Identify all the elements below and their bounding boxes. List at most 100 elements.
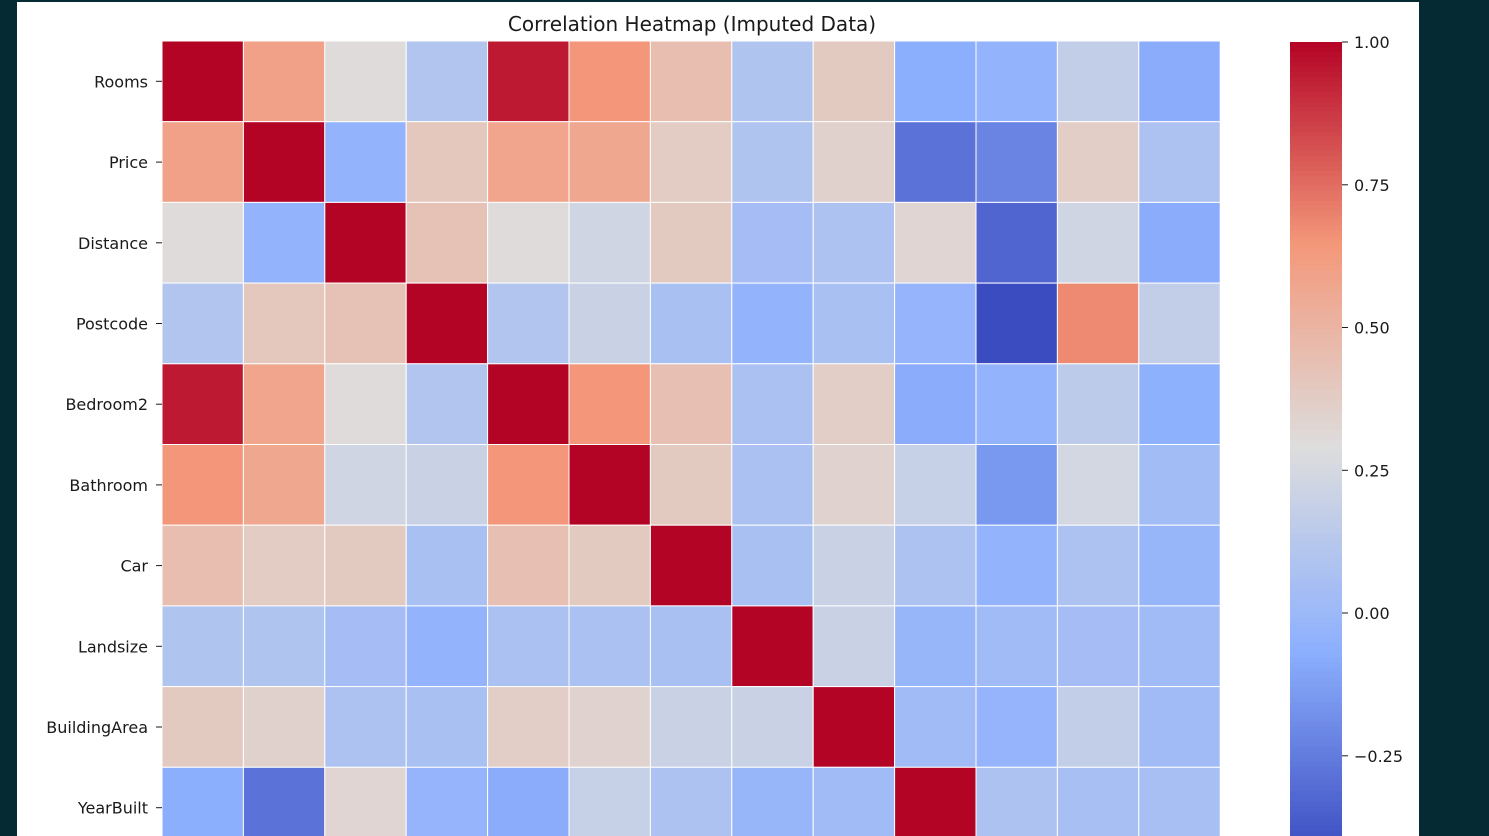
colorbar-segment [1290, 726, 1342, 733]
colorbar-segment [1290, 434, 1342, 440]
colorbar-segment [1290, 706, 1342, 713]
colorbar-segment [1290, 319, 1342, 326]
heatmap-cell [487, 201, 570, 284]
colorbar-segment [1290, 429, 1342, 435]
heatmap-cell [161, 766, 244, 836]
colorbar-segment [1290, 225, 1342, 232]
heatmap-cell [975, 40, 1058, 123]
heatmap-cells [161, 40, 1221, 836]
heatmap-cell [568, 605, 651, 688]
colorbar-segment [1290, 364, 1342, 371]
heatmap-cell [975, 282, 1058, 365]
heatmap-cell [405, 40, 489, 123]
colorbar-segment [1290, 106, 1342, 113]
colorbar-segment [1290, 468, 1342, 475]
heatmap-cell [975, 201, 1058, 284]
colorbar-segment [1290, 801, 1342, 807]
heatmap-cell [1138, 363, 1221, 445]
heatmap-cell [568, 201, 651, 284]
heatmap-cell [1056, 201, 1140, 284]
heatmap-cell [731, 605, 814, 688]
colorbar-segment [1290, 240, 1342, 247]
colorbar-segment [1290, 577, 1342, 584]
heatmap-cell [812, 363, 896, 445]
heatmap-cell [1138, 766, 1221, 836]
colorbar-segment [1290, 42, 1342, 48]
colorbar-segment [1290, 255, 1342, 261]
colorbar-segment [1290, 602, 1342, 609]
colorbar-segment [1290, 533, 1342, 539]
colorbar-segment [1290, 503, 1342, 510]
heatmap-cell [731, 524, 814, 607]
colorbar-segment [1290, 404, 1342, 410]
row-label: Price [109, 153, 148, 172]
heatmap-cell [1056, 605, 1140, 688]
colorbar-segment [1290, 821, 1342, 827]
heatmap-cell [649, 121, 733, 203]
colorbar-segment [1290, 394, 1342, 400]
heatmap-cell [894, 524, 977, 607]
heatmap-cell [812, 40, 896, 123]
colorbar-segment [1290, 399, 1342, 405]
heatmap-cell [242, 121, 326, 203]
heatmap-cell [1138, 524, 1221, 607]
colorbar-tick-label: 1.00 [1354, 33, 1390, 52]
heatmap-cell [975, 524, 1058, 607]
heatmap-cell [731, 363, 814, 445]
heatmap-cell [649, 363, 733, 445]
heatmap-cell [161, 201, 244, 284]
colorbar-segment [1290, 131, 1342, 137]
colorbar-segment [1290, 508, 1342, 515]
colorbar-segment [1290, 443, 1342, 450]
heatmap-chart: Correlation Heatmap (Imputed Data) Rooms… [46, 12, 1403, 836]
heatmap-cell [324, 766, 407, 836]
colorbar-segment [1290, 652, 1342, 658]
colorbar-segment [1290, 156, 1342, 162]
heatmap-cell [405, 605, 489, 688]
colorbar-segment [1290, 230, 1342, 237]
colorbar-segment [1290, 121, 1342, 127]
colorbar-segment [1290, 111, 1342, 118]
heatmap-cell [324, 363, 407, 445]
heatmap-cell [405, 686, 489, 768]
colorbar-segment [1290, 91, 1342, 98]
colorbar-segment [1290, 677, 1342, 683]
heatmap-cell [812, 201, 896, 284]
heatmap-cell [894, 282, 977, 365]
heatmap-cell [975, 605, 1058, 688]
heatmap-cell [324, 605, 407, 688]
heatmap-cell [1056, 524, 1140, 607]
heatmap-cell [324, 121, 407, 203]
colorbar-segment [1290, 86, 1342, 93]
colorbar-tick-label: 0.50 [1354, 319, 1390, 338]
heatmap-cell [324, 524, 407, 607]
heatmap-cell [731, 282, 814, 365]
heatmap-cell [1056, 444, 1140, 526]
colorbar-segment [1290, 245, 1342, 252]
colorbar-segment [1290, 136, 1342, 142]
heatmap-cell [568, 40, 651, 123]
heatmap-cell [242, 444, 326, 526]
colorbar-segment [1290, 270, 1342, 276]
heatmap-cell [812, 766, 896, 836]
heatmap-cell [324, 40, 407, 123]
heatmap-cell [487, 766, 570, 836]
colorbar-segment [1290, 592, 1342, 599]
heatmap-cell [242, 282, 326, 365]
colorbar-segment [1290, 761, 1342, 768]
heatmap-cell [161, 524, 244, 607]
colorbar-segment [1290, 528, 1342, 534]
heatmap-cell [1056, 40, 1140, 123]
colorbar-segment [1290, 180, 1342, 187]
colorbar-segment [1290, 781, 1342, 787]
colorbar-segment [1290, 334, 1342, 341]
heatmap-cell [1138, 686, 1221, 768]
heatmap-cell [1056, 282, 1140, 365]
colorbar-segment [1290, 721, 1342, 728]
heatmap-cell [812, 121, 896, 203]
colorbar-tick-label: 0.75 [1354, 176, 1390, 195]
colorbar-segment [1290, 458, 1342, 465]
colorbar-segment [1290, 171, 1342, 177]
colorbar-segment [1290, 56, 1342, 63]
heatmap-cell [975, 766, 1058, 836]
